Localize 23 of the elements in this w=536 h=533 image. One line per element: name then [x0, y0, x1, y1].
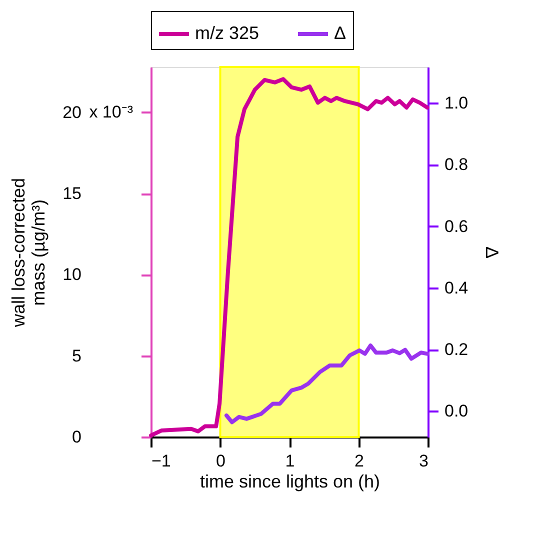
y2-tick-label: 0.0 [444, 402, 468, 421]
y2-tick-label: 0.2 [444, 340, 468, 360]
y2-tick-label: 0.8 [444, 155, 468, 174]
text: x 10⁻³ [89, 102, 134, 122]
y-tick-label: 15 [62, 184, 82, 204]
y2-tick-label: 1.0 [444, 94, 468, 113]
legend-label: Δ [334, 23, 346, 43]
y2-tick-label: 0.4 [444, 278, 468, 298]
x-tick-label: 1 [285, 452, 295, 470]
y-tick-label: 20 [62, 102, 82, 122]
y-tick-label: 10 [62, 265, 82, 284]
y2-tick-label: 0.6 [444, 216, 468, 236]
x-tick-label: −1 [152, 452, 171, 470]
x-tick-label: 3 [419, 452, 428, 470]
x-axis-title: time since lights on (h) [200, 472, 380, 492]
y-tick-label: 5 [72, 346, 82, 366]
legend-label: m/z 325 [195, 23, 260, 43]
x-tick-label: 2 [354, 452, 364, 470]
y-axis-title: wall loss-corrected mass (µg/m³) [8, 178, 49, 328]
line-series [224, 344, 430, 424]
y-tick-label: 0 [72, 428, 82, 446]
x-tick-label: 0 [216, 452, 226, 470]
y2-axis-title: Δ [482, 246, 502, 259]
